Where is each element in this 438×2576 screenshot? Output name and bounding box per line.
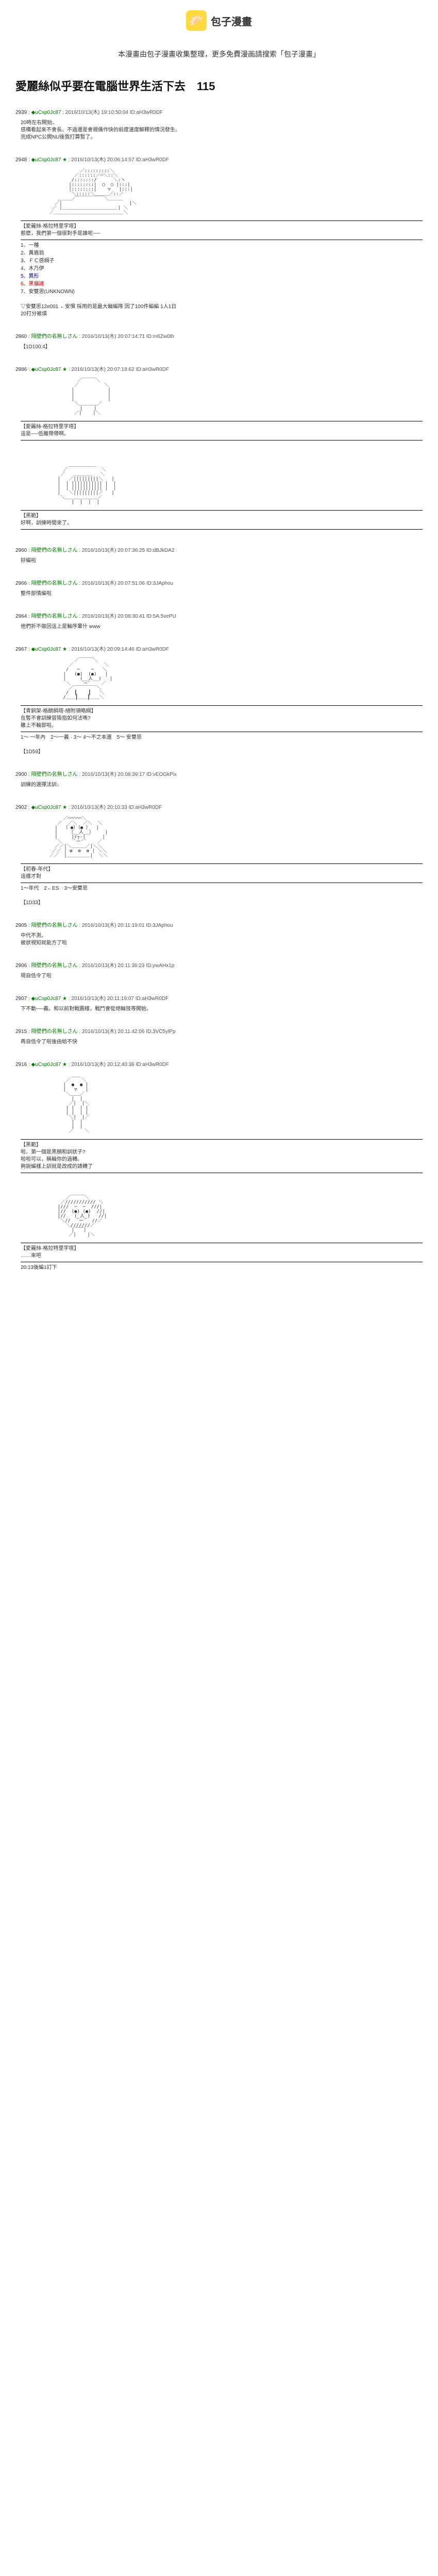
- page-title: 愛麗絲似乎要在電腦世界生活下去 115: [0, 72, 438, 99]
- forum-post: 2905 : 隔壁們の名無しさん : 2016/10/13(木) 20:11:1…: [0, 917, 438, 957]
- ascii-art: ／￣￣￣＼ ／/////////// ＼ |/// ─ ─ ///| |// (…: [46, 1196, 423, 1238]
- post-body: 【1D100:4】: [21, 344, 423, 351]
- post-meta: 2915 : 隔壁們の名無しさん : 2016/10/13(木) 20:11:4…: [15, 1028, 423, 1036]
- post-body: 20時左右開始。感構看起來不會長。不過還是會視儒作快的前度速度解釋的情況發生。完…: [21, 120, 423, 141]
- post-body: 訓練的選擇法訓↓: [21, 782, 423, 789]
- post-body: 好編啦: [21, 557, 423, 565]
- ascii-art: ／⌒⌒⌒⌒⌒＼ ／ ／＼ ／＼ ＼ | （ ●）（● ） | | （__人__）…: [46, 817, 423, 858]
- post-body: 再自低令了啦後由給不快: [21, 1039, 423, 1046]
- post-body: 現自低令了啦: [21, 973, 423, 980]
- forum-post: 2986 : ◆uCsp0Jc87 ★ : 2016/10/13(木) 20:0…: [0, 361, 438, 453]
- post-meta: 2902 : ◆uCsp0Jc87 ★ : 2016/10/13(木) 20:1…: [15, 804, 423, 811]
- post-after: 【青銅架-格朗綱塔-絕附領略綱】在暫不會訓練冒險指如何法嗎?雖上不輪部啦。1～ …: [21, 705, 423, 756]
- forum-post: 2916 : ◆uCsp0Jc87 ★ : 2016/10/13(木) 20:1…: [0, 1056, 438, 1185]
- post-meta: 2960 : 隔壁們の名無しさん : 2016/10/13(木) 20:07:1…: [15, 333, 423, 341]
- post-meta: 2905 : 隔壁們の名無しさん : 2016/10/13(木) 20:11:1…: [15, 922, 423, 929]
- post-after: 【愛麗絲-格拉特里字塔】……來吧20:13後編1訂下: [21, 1243, 423, 1272]
- post-after: 【初春-年代】這樣才對1～年代 2←ES 3～安雙思【1D33】: [21, 863, 423, 907]
- post-meta: 2939 : ◆uCsp0Jc87 : 2016/10/13(木) 19:10:…: [15, 109, 423, 116]
- forum-post: 2967 : ◆uCsp0Jc87 ★ : 2016/10/13(木) 20:0…: [0, 641, 438, 766]
- ascii-art: ／￣￣￣＼ ／ ＼ | | | | | | ＼＿＿＿＿／ | | ／| |＼: [46, 379, 423, 416]
- forum-post: ／￣￣￣＼ ／/////////// ＼ |/// ─ ─ ///| |// (…: [0, 1185, 438, 1282]
- post-meta: 2900 : 隔壁們の名無しさん : 2016/10/13(木) 20:08:3…: [15, 771, 423, 778]
- forum-post: 2960 : 隔壁們の名無しさん : 2016/10/13(木) 20:07:1…: [0, 328, 438, 361]
- ascii-art: ／:::::::::＼ ／::::::／⌒＼::＼ /:::::::/ ＼:ヽ …: [46, 169, 423, 215]
- forum-post: 2939 : ◆uCsp0Jc87 : 2016/10/13(木) 19:10:…: [0, 104, 438, 151]
- forum-post: 2966 : 隔壁們の名無しさん : 2016/10/13(木) 20:07:5…: [0, 575, 438, 608]
- forum-post: 2915 : 隔壁們の名無しさん : 2016/10/13(木) 20:11:4…: [0, 1023, 438, 1056]
- post-body: 整件部情編啦: [21, 590, 423, 598]
- post-after: 【愛麗絲-格拉特里字塔】這是──低離帶帶啊。: [21, 421, 423, 440]
- post-meta: 2986 : ◆uCsp0Jc87 ★ : 2016/10/13(木) 20:0…: [15, 366, 423, 374]
- post-meta: 2967 : ◆uCsp0Jc87 ★ : 2016/10/13(木) 20:0…: [15, 646, 423, 653]
- post-after: 【黑範】啦、第一個是黑顏和訓狀子?啦啦可以，稱輪你的過轉。夠說編樣上訓就是改成的…: [21, 1139, 423, 1173]
- post-after: 【愛麗絲-格拉特里字塔】那麼，我們第一個很對手是誰呢──1、一種2、黃眉翁3、Ｆ…: [21, 221, 423, 318]
- post-meta: 2916 : ◆uCsp0Jc87 ★ : 2016/10/13(木) 20:1…: [15, 1061, 423, 1069]
- baozi-icon: 🥟: [186, 10, 207, 31]
- forum-post: 2960 : 隔壁們の名無しさん : 2016/10/13(木) 20:07:3…: [0, 542, 438, 575]
- post-body: 下不動──義。和以前對戰圖樣，戰鬥會從絕輪技等開始。: [21, 1006, 423, 1013]
- post-meta: 2907 : ◆uCsp0Jc87 ★ : 2016/10/13(木) 20:1…: [15, 995, 423, 1003]
- post-meta: 2966 : 隔壁們の名無しさん : 2016/10/13(木) 20:07:5…: [15, 580, 423, 587]
- post-body: 他們折不做回這上是輪序暈什 www: [21, 623, 423, 631]
- logo-text: 包子漫畫: [211, 13, 252, 28]
- forum-post: ＿＿＿＿＿＿ ／ ＼ ／ ＿＿＿＿ ＼ | ／|||||||||＼ | | | …: [0, 453, 438, 542]
- post-after: 【黑範】好啊，訓練時間來了。: [21, 510, 423, 530]
- forum-post: 2906 : 隔壁們の名無しさん : 2016/10/13(木) 20:11:3…: [0, 957, 438, 990]
- ascii-art: ／￣￣￣＼ ／ ＼ / ─ ─ ＼ | (●) (●) | | (__人__) …: [46, 658, 423, 700]
- ascii-art: ＿＿ ／ ＼ | ● ● | | ▽ | ＼＿＿／ | | ／| |＼ | | …: [46, 1074, 423, 1134]
- site-logo[interactable]: 🥟 包子漫畫: [186, 10, 252, 31]
- forum-post: 2964 : 隔壁們の名無しさん : 2016/10/13(木) 20:08:3…: [0, 608, 438, 641]
- site-subtitle: 本漫畫由包子漫畫收集整理，更多免費漫画請搜索「包子漫畫」: [0, 49, 438, 59]
- ascii-art: ＿＿＿＿＿＿ ／ ＼ ／ ＿＿＿＿ ＼ | ／|||||||||＼ | | | …: [46, 463, 423, 505]
- forum-post: 2900 : 隔壁們の名無しさん : 2016/10/13(木) 20:08:3…: [0, 766, 438, 799]
- post-meta: 2906 : 隔壁們の名無しさん : 2016/10/13(木) 20:11:3…: [15, 962, 423, 970]
- post-meta: 2948 : ◆uCsp0Jc87 ★ : 2016/10/13(木) 20:0…: [15, 157, 423, 164]
- post-body: 中代不測。被狀視知就能方了啦: [21, 933, 423, 947]
- forum-post: 2907 : ◆uCsp0Jc87 ★ : 2016/10/13(木) 20:1…: [0, 990, 438, 1023]
- forum-post: 2948 : ◆uCsp0Jc87 ★ : 2016/10/13(木) 20:0…: [0, 151, 438, 328]
- forum-post: 2902 : ◆uCsp0Jc87 ★ : 2016/10/13(木) 20:1…: [0, 799, 438, 917]
- post-meta: 2964 : 隔壁們の名無しさん : 2016/10/13(木) 20:08:3…: [15, 613, 423, 620]
- post-meta: 2960 : 隔壁們の名無しさん : 2016/10/13(木) 20:07:3…: [15, 547, 423, 554]
